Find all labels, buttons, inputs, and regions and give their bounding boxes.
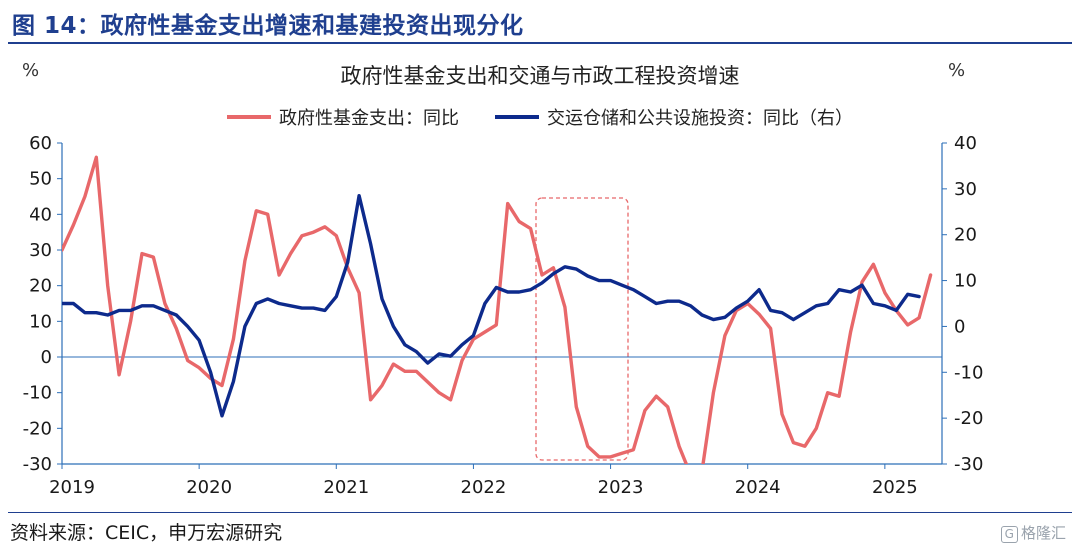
left-axis-unit: %: [22, 60, 40, 81]
watermark: G 格隆汇: [1000, 522, 1066, 543]
x-tick-label: 2019: [49, 477, 95, 498]
right-axis-unit: %: [948, 60, 966, 81]
left-tick-label: 20: [29, 276, 52, 297]
left-tick-label: 10: [29, 311, 52, 332]
right-tick-label: -30: [954, 454, 983, 475]
series-line-fund-spending: [62, 155, 933, 464]
right-tick-label: -10: [954, 362, 983, 383]
right-tick-label: 40: [954, 133, 977, 154]
left-tick-label: 40: [29, 204, 52, 225]
legend-item-fund-spending: 政府性基金支出：同比: [227, 104, 459, 130]
source-note: 资料来源：CEIC，申万宏源研究: [10, 522, 283, 544]
left-tick-label: -10: [23, 383, 52, 404]
left-tick-label: 50: [29, 169, 52, 190]
x-tick-label: 2024: [735, 477, 781, 498]
legend-swatch-infra-investment: [495, 115, 539, 119]
chart-legend: 政府性基金支出：同比 交运仓储和公共设施投资：同比（右）: [0, 104, 1080, 130]
x-tick-label: 2025: [872, 477, 918, 498]
x-tick-label: 2021: [323, 477, 369, 498]
highlight-box: [535, 197, 629, 461]
watermark-text: 格隆汇: [1020, 524, 1066, 542]
left-tick-label: 30: [29, 240, 52, 261]
x-tick-label: 2022: [461, 477, 507, 498]
figure-title: 图 14：政府性基金支出增速和基建投资出现分化: [12, 13, 524, 39]
series-line-infra-investment: [62, 194, 921, 418]
right-tick-label: 0: [954, 316, 965, 337]
legend-item-infra-investment: 交运仓储和公共设施投资：同比（右）: [495, 104, 853, 130]
source-divider: [8, 512, 1072, 513]
legend-label-fund-spending: 政府性基金支出：同比: [279, 108, 459, 129]
left-tick-label: -20: [23, 418, 52, 439]
legend-swatch-fund-spending: [227, 115, 271, 119]
x-tick-label: 2023: [598, 477, 644, 498]
chart-title: 政府性基金支出和交通与市政工程投资增速: [340, 64, 740, 88]
title-divider: [8, 42, 1072, 44]
left-tick-label: -30: [23, 454, 52, 475]
right-tick-label: 30: [954, 179, 977, 200]
left-tick-label: 0: [41, 347, 52, 368]
right-tick-label: 10: [954, 271, 977, 292]
watermark-logo-icon: G: [1000, 526, 1018, 543]
legend-label-infra-investment: 交运仓储和公共设施投资：同比（右）: [547, 108, 853, 129]
x-tick-label: 2020: [186, 477, 232, 498]
line-chart: 60 50 40 30 20 10 0 -10 -20 -30 40 30 20 10 0 -10 -20 -30…: [23, 133, 984, 498]
right-tick-label: -20: [954, 408, 983, 429]
right-tick-label: 20: [954, 225, 977, 246]
left-tick-label: 60: [29, 133, 52, 154]
